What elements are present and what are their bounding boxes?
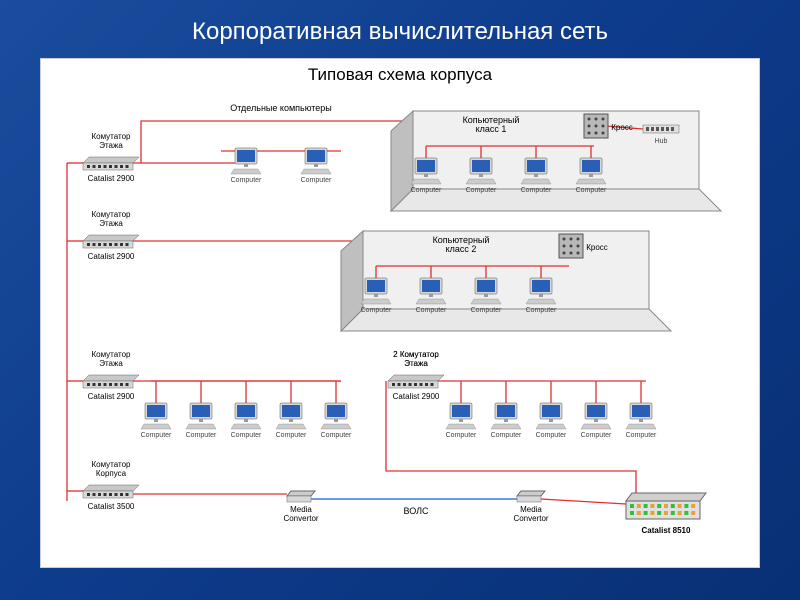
svg-text:Catalist 2900: Catalist 2900: [88, 252, 135, 261]
svg-text:Комутатор: Комутатор: [91, 210, 131, 219]
svg-text:Отдельные компьютеры: Отдельные компьютеры: [230, 103, 332, 113]
svg-text:Computer: Computer: [186, 432, 217, 439]
svg-text:Catalist 2900: Catalist 2900: [88, 392, 135, 401]
svg-text:Computer: Computer: [471, 307, 502, 314]
svg-text:Computer: Computer: [321, 432, 352, 439]
svg-text:Catalist 2900: Catalist 2900: [393, 392, 440, 401]
diagram-title: Типовая схема корпуса: [41, 59, 759, 89]
svg-text:ВОЛС: ВОЛС: [403, 506, 429, 516]
network-diagram: Отдельные компьютерыКопьютерныйкласс 1Ко…: [41, 91, 761, 569]
svg-text:Computer: Computer: [526, 307, 557, 314]
svg-text:Комутатор: Комутатор: [91, 350, 131, 359]
svg-text:класс 1: класс 1: [476, 124, 507, 134]
svg-text:Computer: Computer: [301, 177, 332, 184]
diagram-container: Типовая схема корпуса Отдельные компьюте…: [40, 58, 760, 568]
svg-text:Computer: Computer: [276, 432, 307, 439]
svg-text:Computer: Computer: [231, 432, 262, 439]
svg-text:Catalist 2900: Catalist 2900: [88, 174, 135, 183]
svg-text:Computer: Computer: [491, 432, 522, 439]
svg-text:Computer: Computer: [581, 432, 612, 439]
svg-text:Computer: Computer: [521, 187, 552, 194]
svg-text:Convertor: Convertor: [283, 514, 318, 523]
svg-text:Этажа: Этажа: [404, 359, 428, 368]
svg-text:2 Комутатор: 2 Комутатор: [393, 350, 439, 359]
svg-text:Computer: Computer: [141, 432, 172, 439]
svg-text:Computer: Computer: [536, 432, 567, 439]
svg-text:Computer: Computer: [576, 187, 607, 194]
svg-text:Computer: Computer: [446, 432, 477, 439]
svg-text:Media: Media: [520, 505, 542, 514]
svg-text:Hub: Hub: [655, 138, 668, 145]
svg-text:Computer: Computer: [626, 432, 657, 439]
svg-text:Catalist 3500: Catalist 3500: [88, 502, 135, 511]
svg-text:класс 2: класс 2: [446, 244, 477, 254]
svg-text:Computer: Computer: [231, 177, 262, 184]
svg-text:Computer: Computer: [466, 187, 497, 194]
svg-text:Комутатор: Комутатор: [91, 460, 131, 469]
svg-text:Этажа: Этажа: [99, 141, 123, 150]
svg-text:Комутатор: Комутатор: [91, 132, 131, 141]
svg-text:Convertor: Convertor: [513, 514, 548, 523]
svg-text:Корпуса: Корпуса: [96, 469, 127, 478]
svg-text:Этажа: Этажа: [99, 359, 123, 368]
svg-text:Computer: Computer: [411, 187, 442, 194]
svg-text:Catalist 8510: Catalist 8510: [642, 526, 691, 535]
svg-text:Этажа: Этажа: [99, 219, 123, 228]
svg-text:Кросс: Кросс: [586, 243, 608, 252]
svg-text:Computer: Computer: [416, 307, 447, 314]
svg-text:Media: Media: [290, 505, 312, 514]
slide-title: Корпоративная вычислительная сеть: [0, 0, 800, 58]
svg-text:Computer: Computer: [361, 307, 392, 314]
svg-text:Кросс: Кросс: [611, 123, 633, 132]
